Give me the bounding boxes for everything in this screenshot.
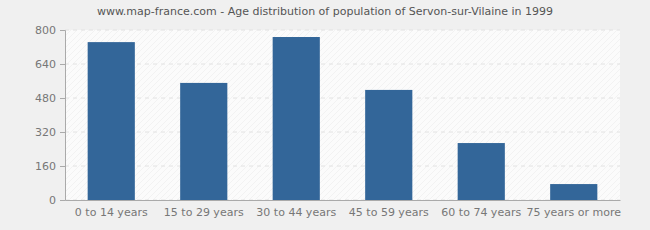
x-tick-label: 60 to 74 years bbox=[441, 206, 521, 219]
background bbox=[0, 0, 650, 230]
y-tick-mark bbox=[60, 132, 65, 133]
plot: 0 160 320 480 640 800 0 to 14 years 15 to 29 ye… bbox=[35, 24, 621, 219]
bar bbox=[88, 42, 135, 200]
y-tick: 800 bbox=[35, 24, 65, 37]
x-tick-label: 75 years or more bbox=[526, 206, 621, 219]
bar bbox=[550, 184, 597, 200]
x-tick: 60 to 74 years bbox=[441, 200, 521, 219]
plot-area bbox=[65, 30, 620, 200]
grid-line bbox=[65, 200, 620, 201]
bar bbox=[273, 37, 320, 200]
y-tick: 0 bbox=[49, 194, 65, 207]
y-tick-mark bbox=[60, 30, 65, 31]
chart: 0 160 320 480 640 800 0 to 14 years 15 to 29 ye… bbox=[0, 0, 650, 230]
y-axis-line bbox=[60, 31, 66, 201]
x-tick: 0 to 14 years bbox=[75, 200, 148, 219]
y-tick-mark bbox=[60, 166, 65, 167]
y-tick-label: 160 bbox=[35, 160, 56, 173]
grid-line bbox=[65, 64, 620, 65]
bar bbox=[365, 90, 412, 200]
y-tick: 160 bbox=[35, 160, 65, 173]
y-tick-label: 320 bbox=[35, 126, 56, 139]
grid-line bbox=[65, 30, 620, 31]
x-tick-label: 45 to 59 years bbox=[349, 206, 429, 219]
bar bbox=[180, 83, 227, 200]
y-tick: 640 bbox=[35, 58, 65, 71]
x-tick-label: 30 to 44 years bbox=[256, 206, 336, 219]
grid-line bbox=[65, 132, 620, 133]
x-axis: 0 to 14 years 15 to 29 years 30 to 44 year… bbox=[66, 200, 622, 219]
bars bbox=[88, 37, 598, 200]
grid-line bbox=[65, 166, 620, 167]
y-tick: 320 bbox=[35, 126, 65, 139]
y-axis: 0 160 320 480 640 800 bbox=[35, 24, 66, 207]
bar bbox=[458, 143, 505, 200]
x-tick: 30 to 44 years bbox=[256, 200, 336, 219]
y-tick-label: 480 bbox=[35, 92, 56, 105]
x-tick-label: 0 to 14 years bbox=[75, 206, 148, 219]
y-tick-mark bbox=[60, 200, 65, 201]
x-tick: 15 to 29 years bbox=[164, 200, 244, 219]
title: www.map-france.com - Age distribution of… bbox=[97, 5, 553, 18]
y-tick: 480 bbox=[35, 92, 65, 105]
y-tick-label: 640 bbox=[35, 58, 56, 71]
x-tick: 75 years or more bbox=[526, 200, 621, 219]
y-tick-label: 800 bbox=[35, 24, 56, 37]
y-tick-mark bbox=[60, 98, 65, 99]
x-tick: 45 to 59 years bbox=[349, 200, 429, 219]
x-axis-line bbox=[66, 200, 621, 201]
y-tick-mark bbox=[60, 64, 65, 65]
grid bbox=[65, 30, 620, 200]
y-tick-label: 0 bbox=[49, 194, 56, 207]
grid-line bbox=[65, 98, 620, 99]
x-tick-label: 15 to 29 years bbox=[164, 206, 244, 219]
